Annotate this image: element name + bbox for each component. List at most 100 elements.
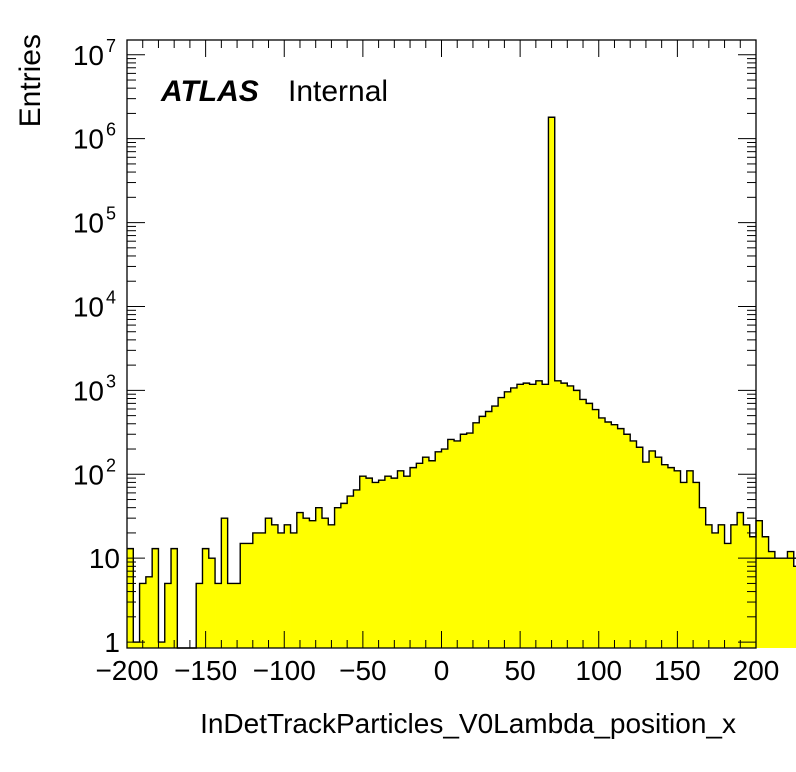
- histogram-bar: [296, 512, 304, 648]
- histogram-bar: [636, 447, 644, 648]
- histogram-bar: [158, 642, 166, 648]
- histogram-bar: [309, 520, 317, 648]
- internal-label: Internal: [288, 75, 388, 108]
- x-tick-label: 150: [654, 655, 701, 686]
- histogram-bar: [366, 478, 373, 648]
- histogram-bar: [384, 476, 392, 648]
- histogram-bar: [145, 576, 153, 648]
- y-tick-exponent: 4: [106, 287, 116, 307]
- y-tick-exponent: 3: [106, 371, 116, 391]
- histogram-bar: [554, 380, 562, 648]
- histogram-bar: [221, 518, 229, 648]
- histogram-bar: [787, 551, 795, 648]
- histogram-bar: [227, 583, 235, 648]
- histogram-bar: [259, 532, 266, 648]
- histogram-bar: [774, 558, 782, 648]
- y-tick-label: 10: [89, 543, 120, 574]
- histogram-bar: [127, 548, 134, 648]
- histogram-bar: [724, 543, 732, 648]
- histogram-bar: [164, 583, 172, 648]
- histogram-bar: [271, 524, 279, 648]
- histogram-bar: [718, 524, 725, 648]
- histogram-bar: [756, 520, 763, 648]
- histogram-bar: [623, 434, 631, 648]
- histogram-bar: [611, 424, 619, 648]
- histogram-bar: [208, 558, 216, 648]
- histogram-bar: [233, 583, 241, 648]
- histogram-bar: [133, 642, 140, 648]
- histogram-bar: [649, 450, 656, 648]
- histogram-bar: [447, 439, 455, 648]
- histogram-bar: [561, 383, 568, 648]
- histogram-bar: [328, 524, 335, 648]
- histogram-bar: [743, 524, 751, 648]
- histogram-bar: [762, 536, 769, 648]
- x-tick-label: −50: [339, 655, 387, 686]
- histogram-bar: [334, 507, 342, 648]
- histogram-bar: [667, 467, 675, 648]
- histogram-bar: [586, 403, 593, 648]
- histogram-bar: [202, 548, 210, 648]
- histogram-bar: [410, 467, 417, 648]
- histogram-bar: [466, 433, 474, 648]
- histogram-bar: [171, 548, 178, 648]
- histogram-bar: [435, 451, 442, 648]
- histogram-bar: [472, 422, 480, 648]
- histogram-bar: [504, 391, 512, 648]
- y-tick-label: 10: [73, 40, 104, 71]
- histogram-bar: [397, 470, 405, 648]
- histogram-bar: [768, 551, 776, 648]
- y-tick-exponent: 7: [106, 36, 116, 56]
- histogram-bar: [422, 457, 430, 648]
- histogram-bar: [510, 387, 518, 648]
- y-tick-exponent: 6: [106, 120, 116, 140]
- histogram-bar: [152, 548, 159, 648]
- histogram-bar: [548, 117, 556, 648]
- atlas-label: ATLAS: [160, 75, 259, 108]
- histogram-bar: [749, 536, 757, 648]
- histogram-bar: [630, 440, 637, 648]
- histogram-bar: [655, 457, 663, 648]
- histogram-bar: [460, 434, 468, 648]
- axis-ticks: [126, 40, 757, 648]
- histogram-bar: [277, 532, 285, 648]
- x-tick-label: −200: [95, 655, 158, 686]
- histogram-bar: [705, 524, 713, 648]
- histogram-bar: [573, 390, 581, 648]
- histogram-bar: [416, 463, 424, 648]
- histogram-bar: [347, 496, 354, 648]
- histogram-bar: [303, 518, 310, 648]
- x-tick-label: 100: [575, 655, 622, 686]
- histogram-bar: [485, 411, 493, 648]
- histogram-bar: [680, 482, 688, 648]
- histogram-bar: [730, 524, 738, 648]
- histogram-bar: [441, 449, 449, 648]
- y-tick-label: 10: [73, 291, 104, 322]
- y-tick-label: 10: [73, 459, 104, 490]
- x-tick-label: 0: [434, 655, 450, 686]
- y-tick-exponent: 5: [106, 204, 116, 224]
- histogram-bar: [215, 583, 222, 648]
- histogram-bar: [686, 470, 694, 648]
- histogram-bar: [605, 421, 612, 648]
- histogram-bar: [359, 476, 367, 648]
- histogram-bar: [699, 507, 707, 648]
- histogram-bar: [498, 397, 505, 648]
- histogram-bar: [321, 518, 329, 648]
- y-tick-label: 10: [73, 124, 104, 155]
- x-tick-label: 200: [733, 655, 780, 686]
- histogram-bar: [284, 524, 291, 648]
- histogram-bar: [353, 489, 361, 648]
- y-tick-label: 10: [73, 375, 104, 406]
- histogram-bar: [252, 532, 260, 648]
- histogram-outline: [127, 116, 796, 649]
- histogram-bar: [315, 507, 323, 648]
- histogram-bar: [567, 385, 574, 648]
- histogram-bar: [246, 543, 254, 648]
- histogram-bar: [793, 566, 796, 648]
- histogram-bar: [196, 583, 203, 648]
- histogram-bar: [265, 518, 273, 648]
- histogram-bar: [428, 460, 436, 648]
- histogram-bar: [491, 406, 499, 648]
